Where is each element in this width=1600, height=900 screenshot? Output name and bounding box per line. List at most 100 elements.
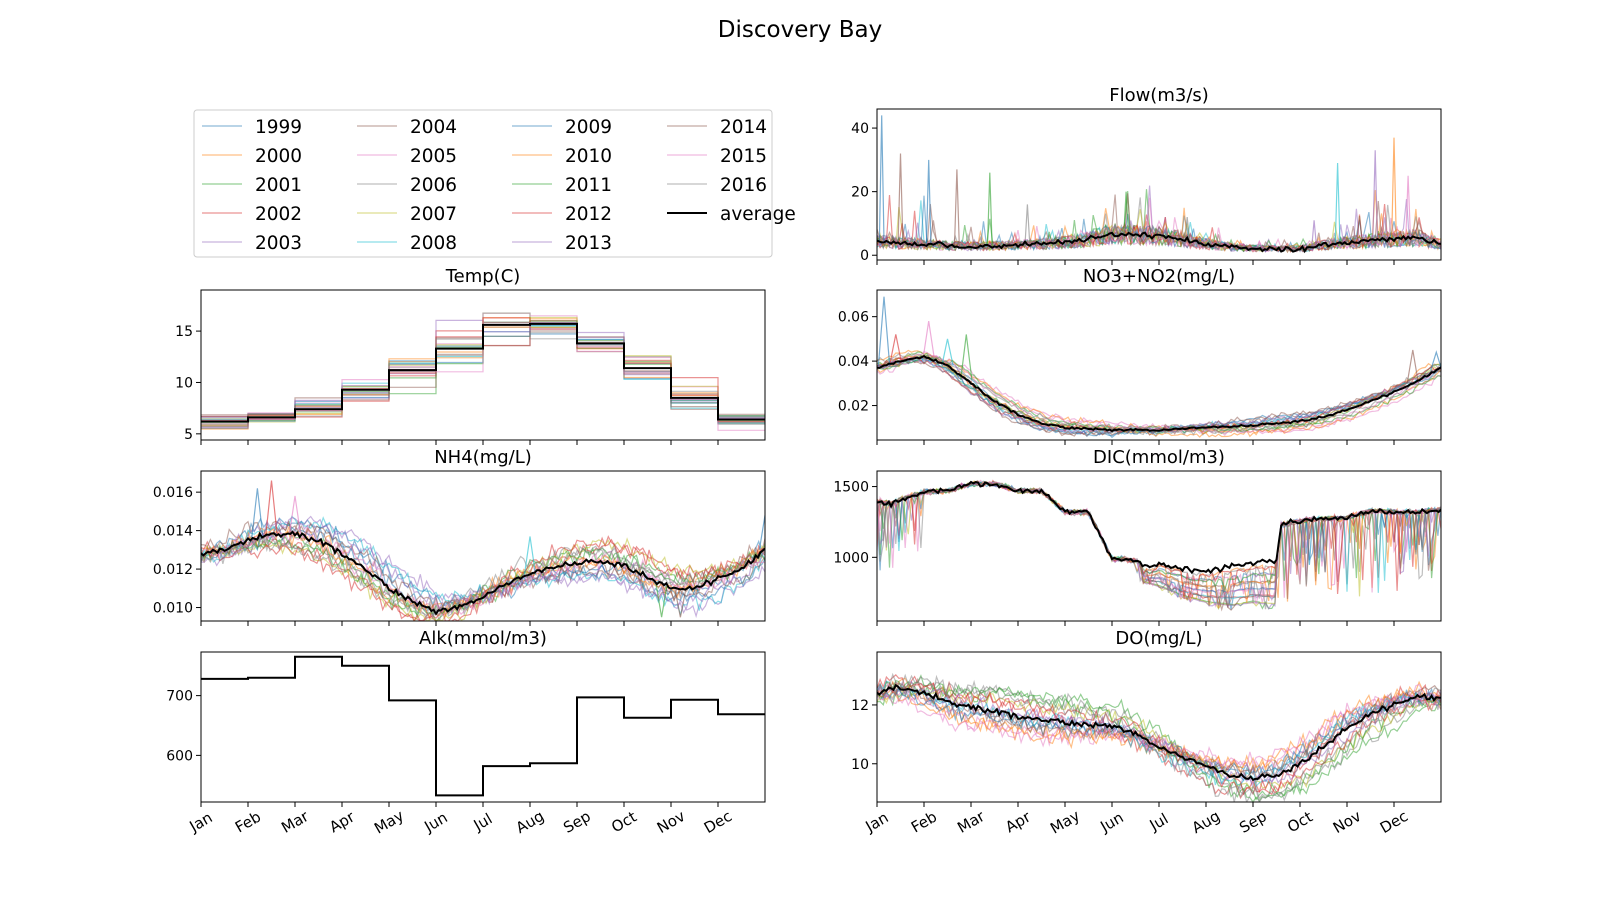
- series-2016: [201, 536, 765, 621]
- series-2001: [877, 351, 1441, 435]
- legend-label: 2010: [565, 146, 612, 167]
- x-tick-label: Jul: [470, 810, 496, 835]
- x-tick-label: Dec: [1377, 807, 1411, 837]
- series-2010: [877, 190, 1441, 254]
- series-2016: [877, 204, 1441, 254]
- series-2003: [877, 481, 1441, 608]
- series-average: [877, 683, 1441, 782]
- y-tick-label: 40: [851, 121, 869, 137]
- plot-area: [877, 479, 1441, 612]
- y-tick-label: 0.016: [153, 485, 193, 501]
- y-tick-label: 5: [184, 427, 193, 443]
- legend-label: 2011: [565, 175, 612, 196]
- y-tick-label: 0.06: [838, 310, 869, 326]
- panel-1: Temp(C) 5 10 15: [175, 266, 766, 445]
- panel-title: Temp(C): [445, 266, 521, 287]
- series-2007: [877, 480, 1441, 610]
- x-tick-label: Sep: [1236, 807, 1269, 837]
- series-average: [201, 655, 765, 797]
- series-spike: [878, 115, 885, 242]
- x-tick-label: Oct: [608, 808, 640, 837]
- panel-title: NO3+NO2(mg/L): [1083, 266, 1235, 287]
- series-2006: [877, 481, 1441, 611]
- panel-title: DIC(mmol/m3): [1093, 447, 1225, 468]
- panel-5: Alk(mmol/m3) 600 700 Jan Feb Mar Apr May Jun Jul A…: [166, 628, 766, 838]
- x-tick-label: Mar: [954, 807, 988, 837]
- series-2010: [877, 354, 1441, 436]
- x-tick-label: Apr: [326, 807, 358, 836]
- series-2011: [877, 674, 1441, 802]
- series-2014: [877, 480, 1441, 612]
- legend: 1999 2000 2001 2002 2003 2004 2005 2006 2007 2008…: [193, 109, 796, 258]
- legend-label: 1999: [255, 117, 302, 138]
- y-tick-label: 0: [860, 248, 869, 264]
- series-spike: [897, 153, 904, 244]
- series-average: [201, 322, 765, 423]
- y-tick-label: 10: [851, 757, 869, 773]
- series-2008: [877, 480, 1441, 607]
- legend-label: 2005: [410, 146, 457, 167]
- series-spike: [1406, 349, 1419, 384]
- series-spike: [1405, 175, 1412, 239]
- series-2001: [877, 481, 1441, 610]
- y-tick-label: 0.04: [838, 354, 869, 370]
- axes-frame: [876, 470, 1442, 622]
- x-tick-label: Nov: [654, 807, 688, 837]
- panel-6: DO(mg/L) 10 12 Jan Feb Mar Apr May Jun Jul Aug Sep O…: [851, 628, 1442, 838]
- x-tick-label: Jul: [1146, 810, 1172, 835]
- series-2010: [877, 480, 1441, 608]
- series-spike: [265, 480, 278, 535]
- series-2015: [201, 524, 765, 616]
- y-tick-label: 15: [175, 324, 193, 340]
- series-2009: [877, 482, 1441, 610]
- legend-label: 2013: [565, 233, 612, 254]
- legend-label: 2006: [410, 175, 457, 196]
- series-2015: [877, 351, 1441, 436]
- panel-title: NH4(mg/L): [434, 447, 532, 468]
- series-spike: [655, 583, 668, 618]
- y-tick-label: 1000: [833, 550, 869, 566]
- series-spike: [288, 495, 302, 535]
- y-tick-label: 20: [851, 185, 869, 201]
- legend-label: 2000: [255, 146, 302, 167]
- series-spike: [922, 321, 935, 359]
- plot-area: [877, 672, 1441, 802]
- panel-2: NO3+NO2(mg/L) 0.02 0.04 0.06: [838, 266, 1442, 445]
- plot-area: [877, 296, 1441, 439]
- series-average: [201, 530, 765, 616]
- x-tick-label: Sep: [560, 807, 593, 837]
- panel-title: DO(mg/L): [1115, 628, 1202, 649]
- legend-label: 2008: [410, 233, 457, 254]
- plot-area: [201, 480, 765, 621]
- series-average: [877, 231, 1441, 254]
- series-spike: [1334, 162, 1341, 244]
- y-tick-label: 10: [175, 375, 193, 391]
- x-tick-label: Mar: [278, 807, 312, 837]
- y-tick-label: 0.02: [838, 399, 869, 415]
- legend-label: 2009: [565, 117, 612, 138]
- legend-label: 2003: [255, 233, 302, 254]
- y-tick-label: 12: [851, 698, 869, 714]
- x-tick-label: Feb: [908, 808, 940, 837]
- y-tick-label: 700: [166, 689, 193, 705]
- plot-area: [877, 115, 1441, 254]
- series-2000: [877, 349, 1441, 438]
- series-spike: [1391, 137, 1397, 240]
- series-spike: [960, 334, 973, 380]
- legend-label: 2015: [720, 146, 767, 167]
- series-spike: [674, 588, 687, 618]
- y-tick-label: 0.012: [153, 562, 193, 578]
- x-tick-label: Jun: [1096, 808, 1126, 836]
- y-tick-label: 1500: [833, 480, 869, 496]
- series-spike: [986, 172, 993, 246]
- legend-label: 2016: [720, 175, 767, 196]
- series-spike: [1024, 204, 1031, 245]
- x-tick-label: Jan: [862, 808, 892, 836]
- series-2016: [877, 672, 1441, 802]
- panel-0: Flow(m3/s) 0 20 40: [851, 85, 1442, 265]
- series-2012: [201, 536, 765, 621]
- x-tick-label: May: [371, 806, 407, 837]
- x-tick-label: May: [1047, 806, 1083, 837]
- x-tick-label: Dec: [701, 807, 735, 837]
